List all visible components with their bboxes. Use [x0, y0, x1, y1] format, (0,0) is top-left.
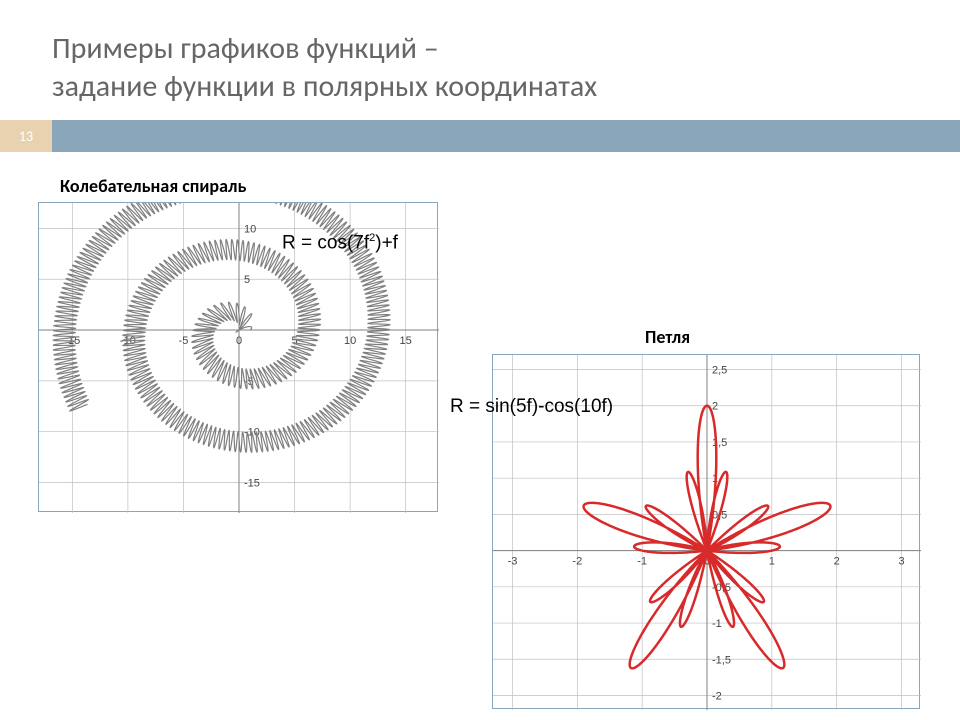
svg-text:10: 10: [244, 223, 256, 235]
svg-text:-2: -2: [712, 691, 722, 703]
svg-text:1: 1: [769, 556, 775, 568]
svg-text:5: 5: [291, 335, 297, 347]
svg-text:10: 10: [344, 335, 356, 347]
page-number-badge: 13: [0, 120, 52, 152]
chart2-title: Петля: [645, 326, 690, 348]
title-line2: задание функции в полярных координатах: [52, 68, 597, 105]
title-line1: Примеры графиков функций –: [52, 30, 439, 67]
svg-text:-15: -15: [244, 478, 260, 490]
band-strip: [52, 120, 960, 152]
svg-text:2: 2: [834, 556, 840, 568]
svg-text:2,5: 2,5: [712, 364, 727, 376]
svg-text:15: 15: [400, 335, 412, 347]
svg-text:-2: -2: [572, 556, 582, 568]
svg-text:5: 5: [244, 274, 250, 286]
chart1-title: Колебательная спираль: [60, 175, 246, 197]
svg-text:-1,5: -1,5: [712, 654, 731, 666]
svg-text:-5: -5: [179, 335, 189, 347]
svg-text:-1: -1: [712, 618, 722, 630]
svg-text:0: 0: [236, 335, 242, 347]
svg-text:2: 2: [712, 401, 718, 413]
svg-text:3: 3: [898, 556, 904, 568]
svg-text:1,5: 1,5: [712, 437, 727, 449]
chart1-formula: R = cos(7f2)+f: [282, 232, 398, 254]
svg-text:-1: -1: [637, 556, 647, 568]
slide-title: Примеры графиков функций – задание функц…: [52, 30, 597, 105]
header-band: 13: [0, 120, 960, 152]
chart2-formula: R = sin(5f)-cos(10f): [450, 396, 613, 418]
svg-text:-3: -3: [508, 556, 518, 568]
